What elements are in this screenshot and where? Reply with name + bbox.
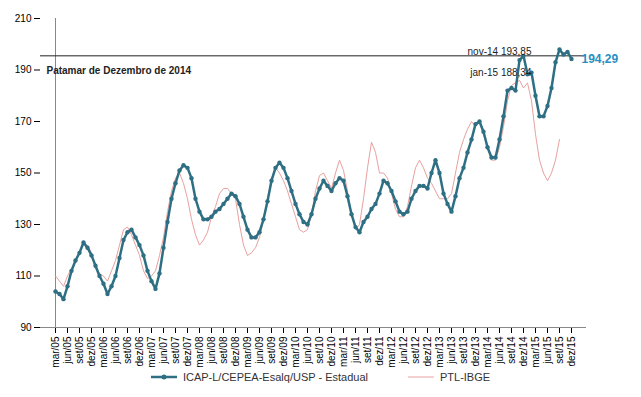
- svg-text:jun/12: jun/12: [398, 336, 409, 365]
- svg-text:jun/10: jun/10: [302, 336, 313, 365]
- svg-text:dez/07: dez/07: [182, 336, 193, 366]
- svg-text:set/12: set/12: [410, 336, 421, 364]
- svg-text:set/09: set/09: [266, 336, 277, 364]
- svg-text:jan-15 188,34: jan-15 188,34: [469, 67, 532, 78]
- svg-text:110: 110: [16, 270, 32, 281]
- svg-text:jun/05: jun/05: [62, 336, 73, 365]
- svg-text:set/14: set/14: [506, 336, 517, 364]
- svg-text:mar/12: mar/12: [386, 336, 397, 368]
- svg-text:jun/11: jun/11: [350, 336, 361, 364]
- svg-text:mar/11: mar/11: [338, 336, 349, 367]
- svg-text:set/13: set/13: [458, 336, 469, 364]
- svg-text:dez/14: dez/14: [518, 336, 529, 366]
- svg-text:set/06: set/06: [122, 336, 133, 364]
- svg-text:dez/05: dez/05: [86, 336, 97, 366]
- svg-text:set/08: set/08: [218, 336, 229, 364]
- svg-text:dez/06: dez/06: [134, 336, 145, 366]
- svg-text:jun/06: jun/06: [110, 336, 121, 365]
- svg-text:dez/15: dez/15: [566, 336, 577, 366]
- svg-text:dez/11: dez/11: [374, 336, 385, 366]
- svg-text:set/10: set/10: [314, 336, 325, 364]
- svg-text:jun/13: jun/13: [446, 336, 457, 365]
- svg-text:150: 150: [15, 167, 32, 178]
- svg-text:mar/08: mar/08: [194, 336, 205, 368]
- svg-text:mar/09: mar/09: [242, 336, 253, 368]
- svg-text:mar/06: mar/06: [98, 336, 109, 368]
- svg-text:130: 130: [15, 219, 32, 230]
- svg-text:mar/14: mar/14: [482, 336, 493, 368]
- svg-text:nov-14 193,85: nov-14 193,85: [468, 46, 532, 57]
- svg-text:set/11: set/11: [362, 336, 373, 363]
- svg-text:jun/07: jun/07: [158, 336, 169, 365]
- svg-text:90: 90: [20, 322, 32, 333]
- svg-text:set/07: set/07: [170, 336, 181, 364]
- html-text:PTL-IBGE: PTL-IBGE: [440, 371, 491, 383]
- svg-text:jun/08: jun/08: [206, 336, 217, 365]
- svg-text:dez/08: dez/08: [230, 336, 241, 366]
- svg-text:dez/13: dez/13: [470, 336, 481, 366]
- svg-text:jun/15: jun/15: [542, 336, 553, 365]
- svg-text:210: 210: [15, 13, 32, 24]
- svg-text:set/05: set/05: [74, 336, 85, 364]
- svg-text:mar/05: mar/05: [50, 336, 61, 368]
- html-text:ICAP-L/CEPEA-Esalq/USP - Estad: ICAP-L/CEPEA-Esalq/USP - Estadual: [182, 371, 368, 383]
- svg-text:jun/09: jun/09: [254, 336, 265, 365]
- svg-text:mar/10: mar/10: [290, 336, 301, 368]
- svg-text:dez/12: dez/12: [422, 336, 433, 366]
- svg-text:190: 190: [15, 64, 32, 75]
- svg-text:dez/09: dez/09: [278, 336, 289, 366]
- svg-text:194,29: 194,29: [582, 52, 619, 66]
- svg-text:dez/10: dez/10: [326, 336, 337, 366]
- svg-text:mar/13: mar/13: [434, 336, 445, 368]
- svg-text:set/15: set/15: [554, 336, 565, 364]
- svg-text:Patamar de Dezembro de 2014: Patamar de Dezembro de 2014: [47, 65, 192, 76]
- svg-text:170: 170: [15, 116, 32, 127]
- svg-text:mar/07: mar/07: [146, 336, 157, 368]
- svg-text:jun/14: jun/14: [494, 336, 505, 365]
- svg-text:mar/15: mar/15: [530, 336, 541, 368]
